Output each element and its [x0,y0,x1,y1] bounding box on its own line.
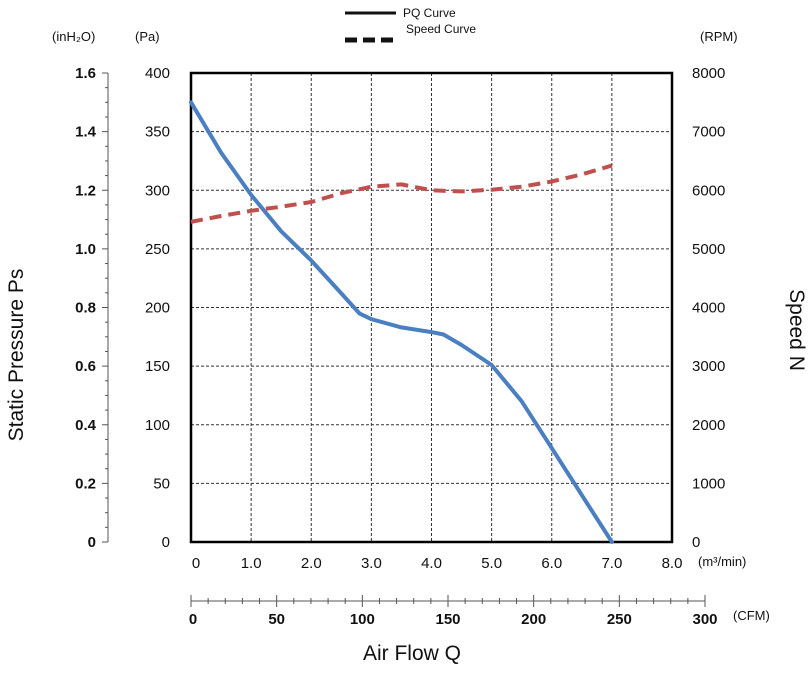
pa-axis: 0 50 100 150 200 250 300 350 400 [145,65,170,551]
x-axis-title: Air Flow Q [363,642,461,665]
x-metric-tick-label: 0 [192,555,200,572]
rpm-tick-label: 7000 [692,124,725,141]
legend: PQ Curve Speed Curve [345,6,476,43]
inh2o-tick-label: 1.4 [75,124,97,141]
plot-border [189,71,674,544]
inh2o-tick-label: 0.8 [75,300,96,317]
inh2o-tick-label: 0.4 [75,417,97,434]
x-cfm-axis: 0 50 100 150 200 250 300 [189,595,718,628]
x-metric-tick-label: 5.0 [481,555,502,572]
inh2o-tick-label: 1.2 [75,182,96,199]
rpm-tick-label: 4000 [692,300,725,317]
inh2o-tick-label: 0.6 [75,358,96,375]
x-metric-tick-label: 6.0 [541,555,562,572]
plot-frame [189,71,674,544]
y-axis-title-left: Static Pressure Ps [5,269,28,442]
x-metric-tick-label: 2.0 [301,555,322,572]
cfm-tick-label: 0 [189,611,197,628]
unit-right: (RPM) [700,29,738,44]
inh2o-tick-label: 1.0 [75,241,96,258]
cfm-tick-label: 100 [350,611,375,628]
inh2o-axis: 0 0.2 0.4 0.6 0.8 1.0 1.2 1.4 1.6 [75,65,109,551]
rpm-tick-label: 1000 [692,475,725,492]
cfm-tick-label: 250 [607,611,632,628]
unit-x-metric: (m³/min) [698,554,746,569]
pa-tick-label: 0 [162,534,170,551]
pa-tick-label: 50 [153,475,170,492]
legend-speed-label: Speed Curve [406,22,476,36]
x-metric-tick-label: 8.0 [662,555,683,572]
legend-pq-label: PQ Curve [403,6,456,20]
x-metric-tick-label: 4.0 [421,555,442,572]
rpm-tick-label: 5000 [692,241,725,258]
rpm-tick-label: 6000 [692,182,725,199]
cfm-tick-label: 150 [435,611,460,628]
rpm-tick-label: 2000 [692,417,725,434]
speed-curve-line [190,163,613,224]
pa-tick-label: 150 [145,358,170,375]
cfm-tick-label: 200 [521,611,546,628]
x-metric-axis: 0 1.0 2.0 3.0 4.0 5.0 6.0 7.0 8.0 [192,555,683,572]
unit-left-outer: (inH₂O) [52,29,95,44]
rpm-tick-label: 0 [692,534,700,551]
x-metric-tick-label: 1.0 [241,555,262,572]
inh2o-tick-label: 0 [88,534,96,551]
series-layer [189,100,614,544]
pa-tick-label: 200 [145,300,170,317]
rpm-axis: 0 1000 2000 3000 4000 5000 6000 7000 8000 [692,65,725,551]
grid [191,73,672,542]
x-metric-tick-label: 3.0 [361,555,382,572]
y-axis-title-right: Speed N [785,289,808,371]
cfm-tick-label: 300 [692,611,717,628]
rpm-tick-label: 3000 [692,358,725,375]
cfm-tick-label: 50 [268,611,285,628]
inh2o-tick-label: 1.6 [75,65,96,82]
rpm-tick-label: 8000 [692,65,725,82]
pa-tick-label: 300 [145,182,170,199]
pa-tick-label: 350 [145,124,170,141]
pa-tick-label: 400 [145,65,170,82]
pa-tick-label: 100 [145,417,170,434]
unit-left-inner: (Pa) [135,29,160,44]
pq-curve-line [189,100,614,544]
inh2o-tick-label: 0.2 [75,475,96,492]
x-metric-tick-label: 7.0 [601,555,622,572]
pa-tick-label: 250 [145,241,170,258]
unit-x-cfm: (CFM) [733,608,770,623]
